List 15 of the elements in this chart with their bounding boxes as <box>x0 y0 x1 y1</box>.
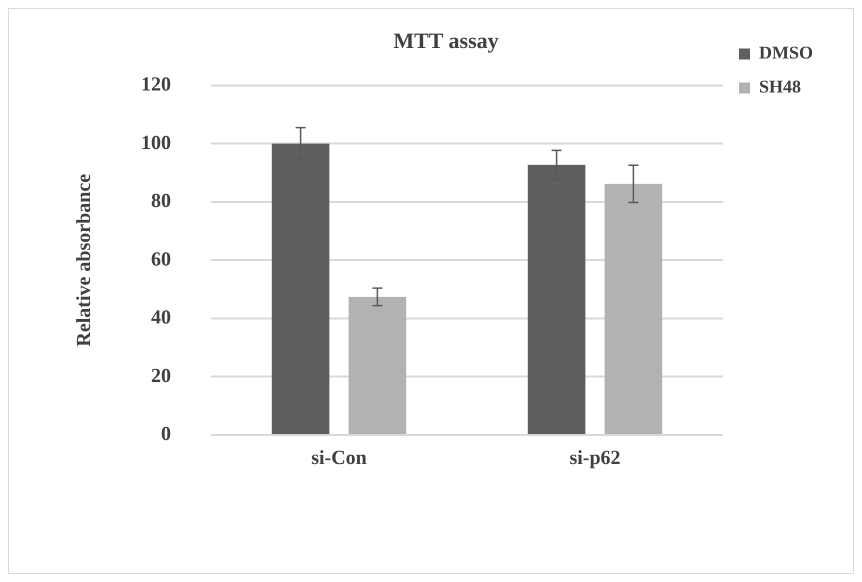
y-tick-label: 20 <box>151 364 171 387</box>
legend-label: DMSO <box>759 42 813 63</box>
y-tick-label: 100 <box>141 132 171 154</box>
y-tick-label: 60 <box>151 248 171 270</box>
x-tick-label: si-Con <box>311 447 367 470</box>
bar <box>604 184 662 434</box>
y-tick-label: 80 <box>151 190 171 212</box>
bar <box>348 296 406 434</box>
y-axis-title: Relative absorbance <box>73 174 96 347</box>
y-tick-label: 120 <box>141 74 171 96</box>
x-tick-label: si-p62 <box>569 447 621 470</box>
legend-label: SH48 <box>759 76 802 97</box>
y-tick-label: 0 <box>161 423 171 446</box>
chart-title: MTT assay <box>393 28 499 53</box>
y-tick-label: 40 <box>151 306 171 329</box>
